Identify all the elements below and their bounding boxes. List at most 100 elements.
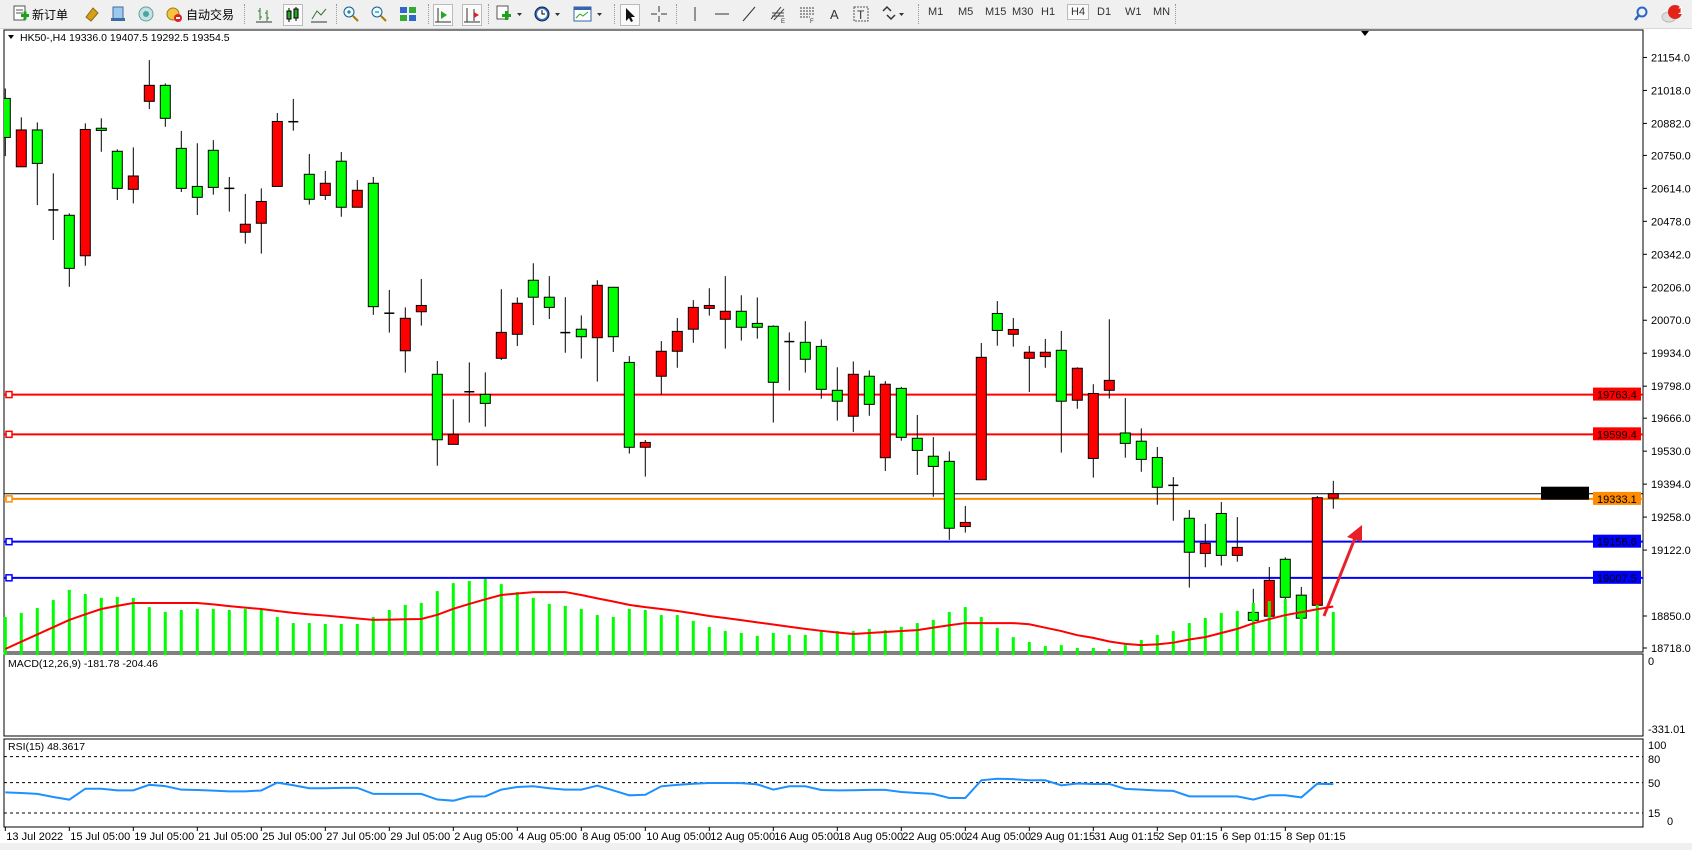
candle[interactable] — [863, 370, 875, 416]
candle[interactable] — [175, 130, 187, 192]
cursor-button[interactable] — [620, 4, 640, 26]
candle[interactable] — [1103, 319, 1115, 399]
candle[interactable] — [895, 386, 907, 441]
timeframe-w1-button[interactable]: W1 — [1125, 6, 1142, 18]
candle[interactable] — [703, 288, 715, 316]
auto-trade-button[interactable]: 自动交易 — [164, 4, 234, 24]
timeframe-mn-button[interactable]: MN — [1153, 6, 1171, 18]
arrows-button[interactable] — [880, 4, 906, 24]
candle[interactable] — [687, 300, 699, 343]
candle[interactable] — [95, 118, 107, 152]
candle[interactable] — [831, 367, 843, 421]
candle[interactable] — [784, 332, 795, 391]
candle[interactable] — [1119, 398, 1131, 458]
chart-shift-button[interactable] — [462, 4, 482, 26]
candle[interactable] — [511, 297, 523, 346]
gold-button[interactable] — [83, 4, 101, 24]
candle[interactable] — [48, 173, 59, 240]
chart-shift-marker-icon[interactable] — [1361, 31, 1369, 36]
candle[interactable] — [1055, 330, 1067, 453]
candle[interactable] — [975, 343, 987, 481]
candle[interactable] — [447, 399, 459, 445]
candle[interactable] — [1168, 477, 1179, 521]
timeframe-h4-button[interactable]: H4 — [1067, 4, 1090, 20]
candle[interactable] — [207, 140, 219, 195]
timeframe-m15-button[interactable]: M15 — [985, 6, 1007, 18]
candle[interactable] — [607, 286, 619, 352]
candle[interactable] — [31, 122, 43, 206]
candle[interactable] — [1135, 428, 1147, 472]
candle[interactable] — [127, 147, 139, 204]
timeframe-m30-button[interactable]: M30 — [1012, 6, 1034, 18]
candle[interactable] — [799, 321, 811, 373]
new-order-button[interactable]: 新订单 — [12, 4, 68, 24]
level-anchor-handle[interactable] — [5, 495, 13, 503]
candle[interactable] — [0, 88, 11, 157]
candle[interactable] — [239, 193, 251, 244]
candle[interactable] — [1199, 523, 1211, 568]
text-button[interactable]: A — [826, 4, 844, 24]
candle[interactable] — [464, 362, 475, 423]
text-label-button[interactable]: T — [852, 4, 870, 24]
fibonacci-button[interactable]: E — [769, 4, 787, 24]
candle[interactable] — [495, 289, 507, 360]
auto-scroll-button[interactable] — [433, 4, 453, 26]
signals-button[interactable] — [137, 4, 155, 24]
timeframe-h1-button[interactable]: H1 — [1041, 6, 1056, 18]
annotation-arrow-head[interactable] — [1347, 525, 1362, 542]
templates-button[interactable] — [573, 4, 603, 24]
vertical-line-button[interactable] — [686, 4, 704, 24]
candle[interactable] — [751, 297, 763, 339]
candle[interactable] — [639, 440, 651, 477]
candle[interactable] — [15, 117, 27, 168]
candlestick-button[interactable] — [283, 4, 303, 26]
indicators-button[interactable] — [495, 4, 523, 24]
candle[interactable] — [991, 301, 1003, 346]
level-anchor-handle[interactable] — [5, 574, 13, 582]
crosshair-button[interactable] — [650, 4, 668, 24]
candle[interactable] — [655, 341, 667, 395]
candle[interactable] — [159, 83, 171, 127]
candle[interactable] — [1007, 318, 1019, 347]
candle[interactable] — [335, 152, 347, 217]
candle[interactable] — [623, 356, 635, 454]
candle[interactable] — [255, 188, 267, 254]
candle[interactable] — [735, 295, 747, 341]
candle[interactable] — [543, 276, 555, 320]
candle[interactable] — [1231, 517, 1243, 562]
candle[interactable] — [847, 361, 859, 432]
level-anchor-handle[interactable] — [5, 390, 13, 399]
candle[interactable] — [384, 289, 395, 333]
candle[interactable] — [911, 415, 923, 475]
zoom-in-button[interactable] — [342, 4, 360, 24]
candle[interactable] — [288, 98, 299, 131]
candle[interactable] — [1087, 384, 1099, 478]
candle[interactable] — [1215, 502, 1227, 566]
candle[interactable] — [191, 143, 203, 216]
candle[interactable] — [1039, 338, 1051, 368]
candle[interactable] — [303, 153, 315, 205]
candle[interactable] — [431, 360, 443, 466]
candle[interactable] — [1023, 345, 1035, 392]
periods-button[interactable] — [533, 4, 561, 24]
candle[interactable] — [959, 505, 971, 533]
candle[interactable] — [79, 123, 91, 266]
candle[interactable] — [767, 325, 779, 423]
candle[interactable] — [479, 372, 491, 427]
candle[interactable] — [143, 60, 155, 110]
candle[interactable] — [63, 213, 75, 287]
tile-windows-button[interactable] — [399, 4, 417, 24]
level-anchor-handle[interactable] — [5, 537, 13, 546]
timeframe-d1-button[interactable]: D1 — [1097, 6, 1112, 18]
history-button[interactable] — [109, 4, 127, 24]
candle[interactable] — [527, 263, 539, 326]
zoom-out-button[interactable] — [370, 4, 388, 24]
candle[interactable] — [591, 280, 603, 382]
candle[interactable] — [671, 318, 683, 368]
candle[interactable] — [879, 381, 891, 472]
candle[interactable] — [927, 437, 939, 497]
candle[interactable] — [399, 307, 411, 373]
candle[interactable] — [1311, 496, 1323, 613]
candle[interactable] — [815, 339, 827, 399]
